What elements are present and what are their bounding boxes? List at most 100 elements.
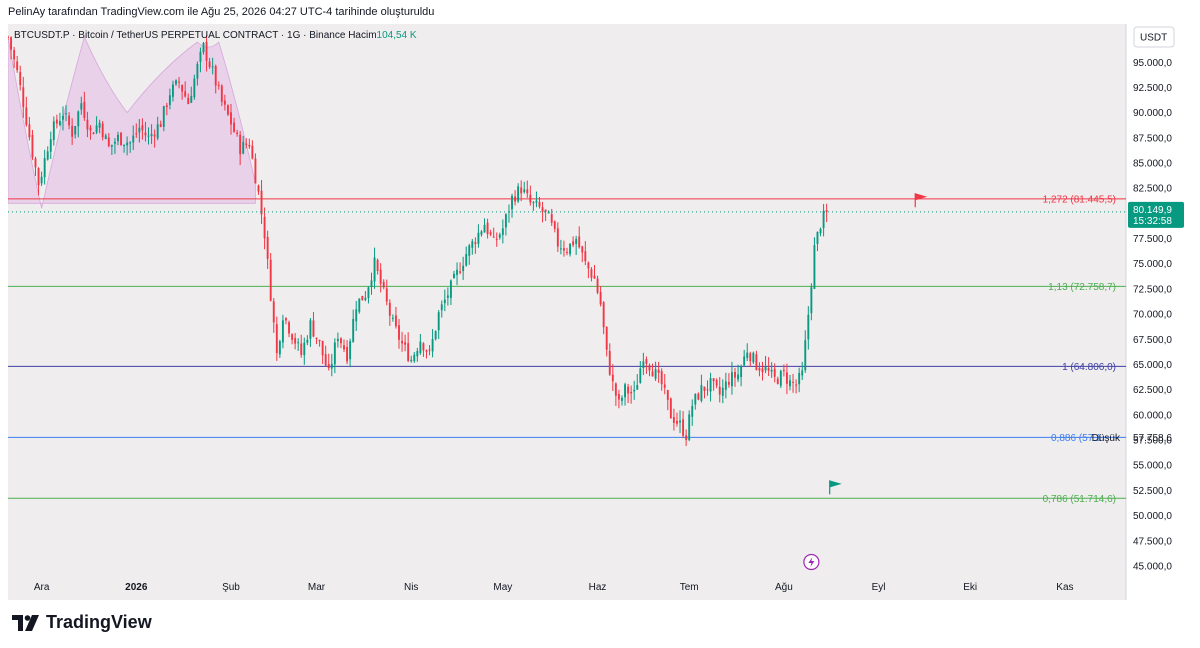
candle-body [544, 209, 547, 212]
candle-body [355, 309, 358, 322]
candle-body [37, 168, 40, 186]
candle-body [773, 368, 776, 377]
candle-body [181, 85, 184, 92]
candle-body [263, 216, 266, 239]
candle-body [120, 132, 122, 146]
candle-body [165, 105, 168, 108]
price-tick-label: 90.000,0 [1133, 108, 1172, 119]
candle-body [211, 66, 214, 68]
candle-body [694, 394, 697, 405]
candle-body [95, 125, 98, 133]
candle-body [535, 200, 538, 203]
price-tick-label: 72.500,0 [1133, 284, 1172, 295]
candle-body [602, 302, 605, 328]
candle-body [226, 105, 229, 115]
candle-body [58, 121, 61, 125]
price-tick-label: 85.000,0 [1133, 159, 1172, 170]
candle-body [107, 137, 110, 147]
candle-body [550, 214, 553, 223]
start-flag-icon[interactable] [829, 480, 842, 488]
candle-body [28, 124, 31, 138]
candle-body [34, 158, 37, 168]
price-axis[interactable] [1126, 24, 1192, 600]
candle-body [633, 389, 636, 392]
candle-body [269, 259, 272, 301]
price-tick-label: 52.500,0 [1133, 486, 1172, 497]
candle-body [624, 384, 626, 398]
time-tick-label: Ara [34, 582, 50, 593]
candle-body [731, 372, 733, 387]
candle-body [645, 359, 648, 364]
candle-body [636, 385, 639, 390]
candle-body [327, 363, 330, 368]
candle-body [132, 135, 135, 143]
candle-body [431, 339, 434, 352]
candle-body [706, 389, 709, 391]
candle-body [520, 187, 523, 194]
candle-body [611, 374, 614, 382]
candle-body [233, 122, 235, 132]
candle-body [242, 141, 245, 154]
fib-level-label: 0,886 (57.1 [1051, 433, 1102, 444]
candle-body [734, 371, 736, 378]
candle-body [144, 132, 147, 136]
candle-body [251, 145, 254, 159]
target-flag-icon[interactable] [915, 193, 928, 201]
candle-body [370, 280, 373, 288]
currency-box[interactable] [1133, 26, 1175, 48]
candle-body [254, 158, 257, 184]
candle-body [266, 236, 269, 259]
price-tick-label: 47.500,0 [1133, 536, 1172, 547]
candle-body [358, 298, 361, 312]
candle-body [175, 80, 177, 85]
candle-body [776, 378, 779, 384]
price-chart[interactable]: 1,272 (81.445,5) 1,13 (72.758,7) 1 (64.806… [8, 24, 1192, 600]
candle-body [556, 228, 559, 247]
candle-body [278, 341, 281, 355]
candle-body [761, 368, 764, 373]
candle-body [13, 50, 16, 60]
candle-body [230, 112, 232, 125]
candle-body [672, 417, 675, 423]
candle-body [260, 190, 263, 215]
candle-body [361, 295, 364, 301]
candle-body [816, 231, 819, 245]
candle-body [156, 124, 159, 139]
candle-body [657, 369, 660, 373]
candle-body [468, 245, 471, 256]
last-price-tag[interactable] [1128, 201, 1184, 228]
candle-body [168, 95, 171, 105]
candle-body [92, 132, 95, 135]
candle-body [459, 271, 462, 273]
candle-body [202, 42, 205, 53]
candle-body [187, 97, 190, 104]
candle-body [465, 254, 468, 266]
candle-body [364, 297, 367, 300]
candle-body [208, 61, 211, 68]
candle-body [71, 125, 74, 137]
candle-body [666, 390, 669, 400]
candle-body [74, 126, 77, 135]
candle-body [340, 338, 342, 344]
candle-body [46, 151, 49, 160]
candle-body [382, 281, 385, 288]
candle-body [617, 394, 620, 400]
price-tick-label: 50.000,0 [1133, 511, 1172, 522]
low-marker-value: 57.758,6 [1133, 433, 1172, 444]
candle-body [440, 304, 443, 311]
time-axis[interactable] [8, 574, 1126, 600]
candle-body [679, 420, 681, 423]
candle-body [663, 384, 666, 388]
candle-body [43, 158, 46, 178]
candle-body [789, 380, 791, 387]
candle-body [785, 372, 788, 384]
chart-frame[interactable]: 1,272 (81.445,5) 1,13 (72.758,7) 1 (64.806… [8, 24, 1192, 600]
tradingview-logo[interactable]: TradingView [12, 612, 152, 633]
price-tick-label: 60.000,0 [1133, 410, 1172, 421]
candle-body [474, 242, 477, 244]
time-tick-label: Mar [308, 582, 326, 593]
candle-body [691, 405, 694, 417]
candle-body [321, 340, 324, 356]
candle-body [236, 132, 239, 135]
candle-body [715, 379, 718, 386]
